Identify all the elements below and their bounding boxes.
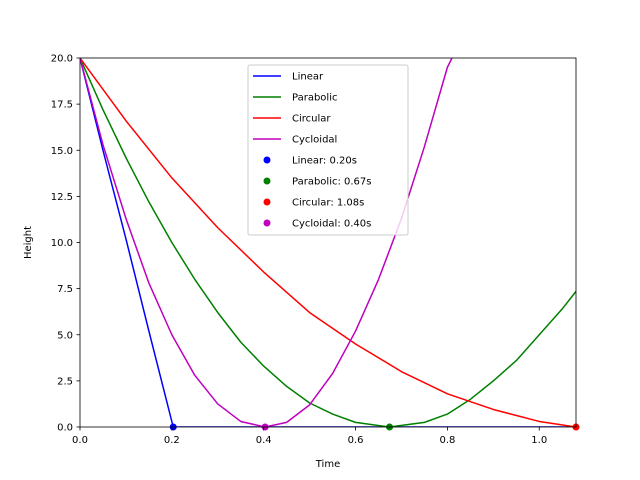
legend-label-linear: Linear bbox=[292, 72, 324, 83]
legend-swatch-parabolic-0-67s bbox=[263, 177, 271, 185]
x-tick-label: 0.6 bbox=[348, 435, 364, 446]
legend-swatch-circular-1-08s bbox=[263, 198, 271, 206]
legend-box bbox=[247, 64, 409, 236]
legend-swatch-cycloidal-0-40s bbox=[263, 219, 271, 227]
legend-label-circular-1-08s: Circular: 1.08s bbox=[292, 198, 364, 209]
legend-label-cycloidal-0-40s: Cycloidal: 0.40s bbox=[292, 219, 371, 230]
x-axis-label: Time bbox=[315, 459, 340, 470]
legend: Linear Parabolic Circular Cycloidal Linear: … bbox=[247, 64, 409, 236]
y-tick-label: 10.0 bbox=[51, 238, 73, 249]
y-tick-label: 2.5 bbox=[57, 376, 73, 387]
y-tick-label: 12.5 bbox=[51, 192, 73, 203]
y-tick-label: 7.5 bbox=[57, 284, 73, 295]
x-axis: 0.0 0.2 0.4 0.6 0.8 1.0 bbox=[72, 427, 547, 446]
legend-swatch-linear-0-20s bbox=[263, 156, 271, 164]
legend-label-parabolic: Parabolic bbox=[292, 93, 337, 104]
series-line-linear bbox=[80, 58, 576, 427]
x-tick-label: 0.2 bbox=[164, 435, 180, 446]
y-tick-label: 15.0 bbox=[51, 146, 73, 157]
x-tick-label: 0.8 bbox=[439, 435, 455, 446]
y-tick-label: 0.0 bbox=[57, 423, 73, 434]
series-line-circular bbox=[80, 58, 576, 427]
series-line-parabolic bbox=[80, 58, 576, 427]
legend-label-circular: Circular bbox=[292, 114, 331, 125]
y-tick-label: 20.0 bbox=[51, 54, 73, 65]
x-tick-label: 0.4 bbox=[256, 435, 272, 446]
legend-label-linear-0-20s: Linear: 0.20s bbox=[292, 156, 357, 167]
legend-label-cycloidal: Cycloidal bbox=[292, 135, 337, 146]
y-tick-label: 17.5 bbox=[51, 100, 73, 111]
y-tick-label: 5.0 bbox=[57, 330, 73, 341]
x-tick-label: 0.0 bbox=[72, 435, 88, 446]
x-tick-label: 1.0 bbox=[531, 435, 547, 446]
y-axis-label: Height bbox=[23, 226, 34, 259]
legend-label-parabolic-0-67s: Parabolic: 0.67s bbox=[292, 177, 372, 188]
y-axis: 0.0 2.5 5.0 7.5 10.0 12.5 15.0 17.5 20.0 bbox=[51, 54, 80, 434]
